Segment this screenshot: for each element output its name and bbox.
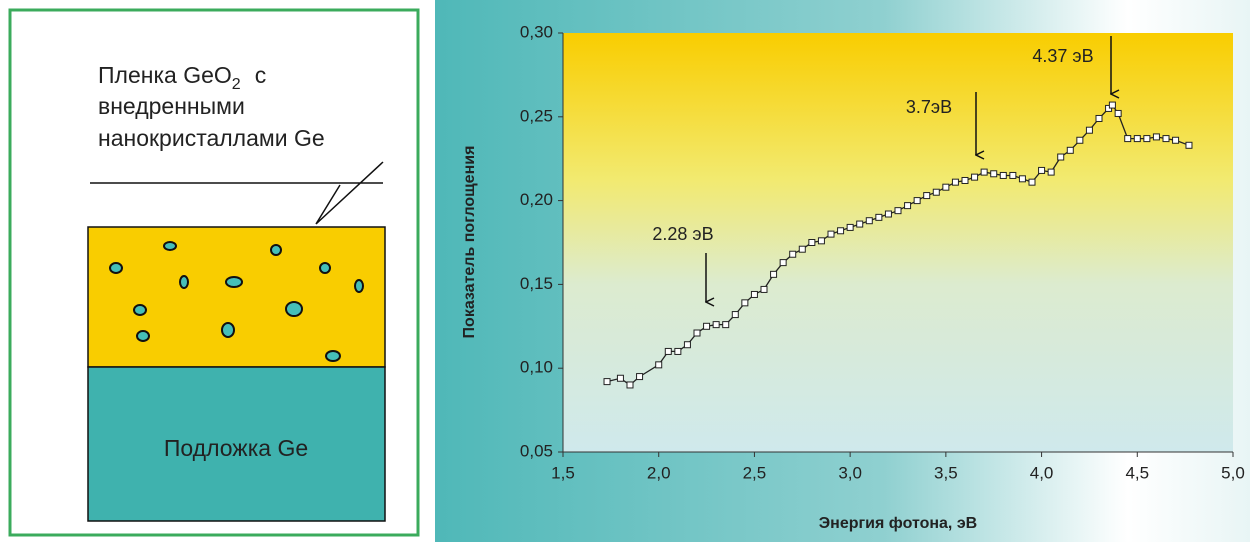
data-point [895, 208, 901, 214]
data-point [933, 189, 939, 195]
data-point [1125, 136, 1131, 142]
data-point [751, 291, 757, 297]
x-tick-label: 3,5 [934, 463, 958, 482]
data-point [1186, 142, 1192, 148]
data-point [799, 246, 805, 252]
data-point [1115, 110, 1121, 116]
data-point [1173, 137, 1179, 143]
data-point [790, 251, 796, 257]
data-point [742, 300, 748, 306]
data-point [818, 238, 824, 244]
data-point [981, 169, 987, 175]
data-point [627, 382, 633, 388]
x-tick-label: 3,0 [838, 463, 862, 482]
data-point [1134, 136, 1140, 142]
data-point [1048, 169, 1054, 175]
data-point [828, 231, 834, 237]
x-axis-label: Энергия фотона, эВ [819, 515, 977, 532]
data-point [1096, 115, 1102, 121]
data-point [761, 286, 767, 292]
film-label: внедренными [98, 93, 245, 119]
x-tick-label: 1,5 [551, 463, 575, 482]
x-tick-label: 4,5 [1125, 463, 1149, 482]
data-point [1067, 147, 1073, 153]
x-tick-label: 2,0 [647, 463, 671, 482]
film-layer [88, 227, 385, 367]
x-tick-label: 2,5 [743, 463, 767, 482]
data-point [847, 224, 853, 230]
figure: Пленка GeO2c внедренными нанокристаллами… [0, 0, 1250, 542]
data-point [991, 171, 997, 177]
annotation: 3.7эВ [906, 97, 952, 117]
data-point [780, 260, 786, 266]
data-point [1163, 136, 1169, 142]
annotation: 4.37 эВ [1032, 46, 1093, 66]
data-point [617, 375, 623, 381]
data-point [684, 342, 690, 348]
data-point [771, 271, 777, 277]
data-point [1058, 154, 1064, 160]
y-tick-label: 0,30 [520, 22, 553, 41]
data-point [1039, 167, 1045, 173]
data-point [885, 211, 891, 217]
data-point [1000, 172, 1006, 178]
film-label-part: c [255, 62, 267, 88]
data-point [675, 348, 681, 354]
film-label-sub: 2 [232, 76, 241, 93]
data-point [914, 198, 920, 204]
data-point [876, 214, 882, 220]
x-tick-label: 5,0 [1221, 463, 1245, 482]
y-tick-label: 0,10 [520, 358, 553, 377]
data-point [952, 179, 958, 185]
data-point [1019, 176, 1025, 182]
film-label-part: Пленка GeO [98, 62, 232, 88]
data-point [962, 177, 968, 183]
data-point [943, 184, 949, 190]
y-axis-label: Показатель поглощения [461, 146, 478, 339]
data-point [723, 322, 729, 328]
data-point [637, 374, 643, 380]
y-tick-label: 0,15 [520, 274, 553, 293]
data-point [809, 240, 815, 246]
data-point [1153, 134, 1159, 140]
data-point [838, 228, 844, 234]
data-point [1086, 127, 1092, 133]
data-point [713, 322, 719, 328]
y-tick-label: 0,05 [520, 441, 553, 460]
data-point [866, 218, 872, 224]
y-tick-label: 0,20 [520, 190, 553, 209]
data-point [604, 379, 610, 385]
x-tick-label: 4,0 [1030, 463, 1054, 482]
data-point [924, 193, 930, 199]
data-point [665, 348, 671, 354]
data-point [1109, 102, 1115, 108]
chart: Показатель поглощения Энергия фотона, эВ… [435, 0, 1250, 542]
y-tick-label: 0,25 [520, 106, 553, 125]
data-point [1029, 179, 1035, 185]
data-point [1010, 172, 1016, 178]
data-point [857, 221, 863, 227]
data-point [1144, 136, 1150, 142]
data-point [972, 174, 978, 180]
substrate-label: Подложка Ge [164, 435, 308, 461]
data-point [656, 362, 662, 368]
film-label: нанокристаллами Ge [98, 125, 325, 151]
data-point [905, 203, 911, 209]
data-point [732, 312, 738, 318]
data-point [704, 323, 710, 329]
data-point [1077, 137, 1083, 143]
data-point [694, 330, 700, 336]
annotation: 2.28 эВ [652, 224, 713, 244]
